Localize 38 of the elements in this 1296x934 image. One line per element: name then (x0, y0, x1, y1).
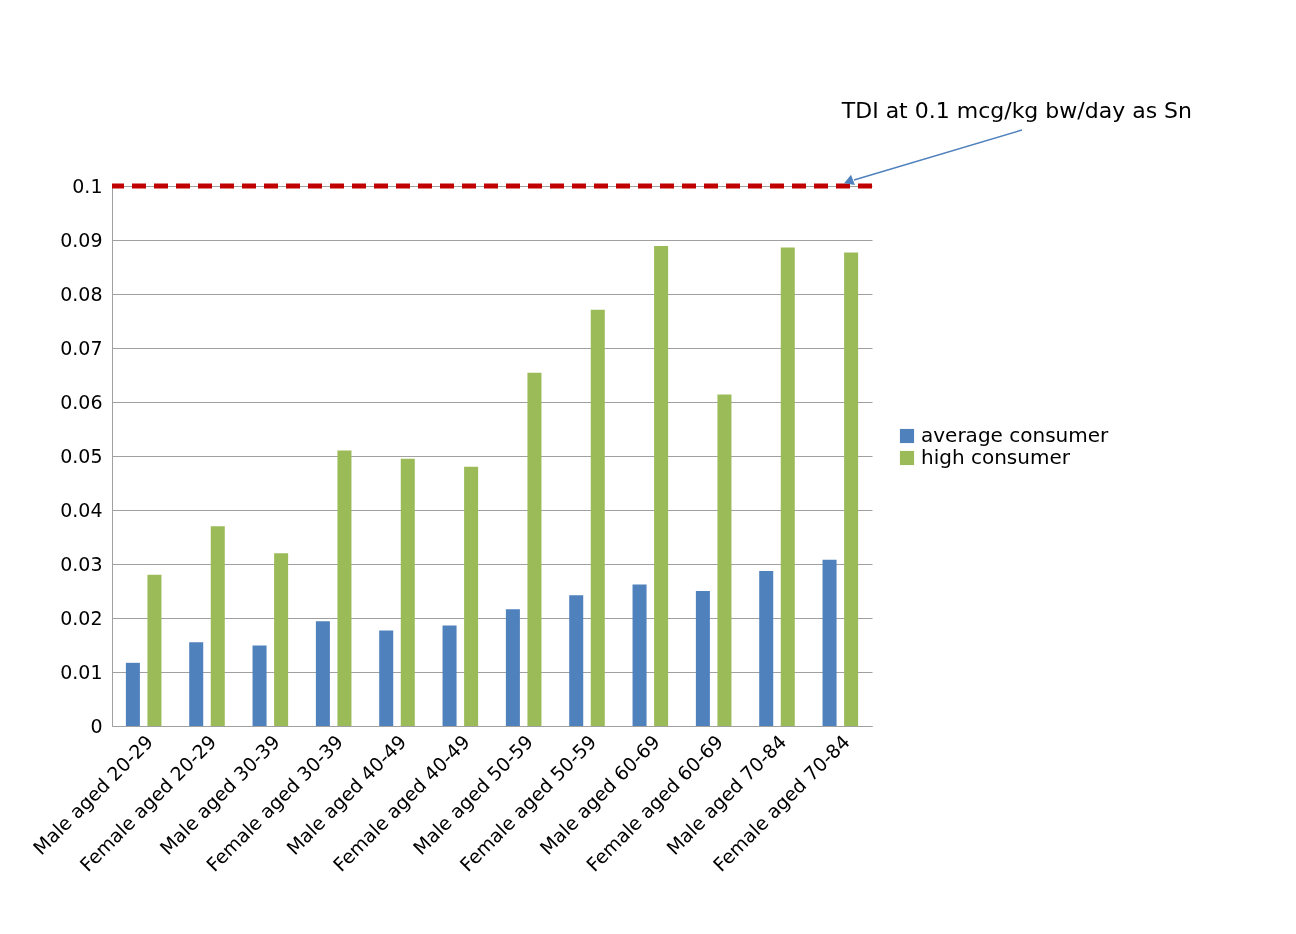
bar (654, 245, 669, 726)
bar (400, 458, 415, 726)
bar (337, 450, 352, 726)
bar (315, 621, 330, 726)
bar (759, 571, 774, 726)
bar (717, 394, 732, 726)
bar (844, 252, 859, 726)
bar (442, 625, 457, 726)
ref-line-label: TDI at 0.1 mcg/kg bw/day as Sn (840, 98, 1192, 123)
y-tick-label: 0.08 (60, 282, 103, 305)
bar (822, 559, 837, 726)
bar (569, 595, 584, 726)
bar (464, 466, 479, 726)
bar (189, 642, 204, 726)
y-tick-label: 0.02 (60, 606, 103, 629)
y-tick-label: 0.03 (60, 552, 103, 575)
y-tick-label: 0.1 (72, 174, 103, 197)
y-tick-label: 0 (90, 714, 103, 737)
bar (210, 526, 225, 726)
y-tick-label: 0.06 (60, 390, 103, 413)
bar (632, 584, 647, 726)
bar (527, 372, 542, 726)
bar (780, 247, 795, 726)
bar (274, 553, 289, 726)
y-tick-label: 0.05 (60, 444, 103, 467)
y-tick-label: 0.09 (60, 228, 103, 251)
bar (379, 630, 394, 726)
y-tick-label: 0.01 (60, 660, 103, 683)
bar (125, 662, 140, 726)
y-tick-label: 0.04 (60, 498, 103, 521)
bar (505, 609, 520, 726)
legend-label: high consumer (921, 445, 1071, 469)
y-tick-label: 0.07 (60, 336, 103, 359)
legend-label: average consumer (921, 423, 1110, 447)
bar (695, 591, 710, 726)
bar (252, 645, 267, 726)
bar (590, 309, 605, 726)
bar (147, 574, 162, 726)
